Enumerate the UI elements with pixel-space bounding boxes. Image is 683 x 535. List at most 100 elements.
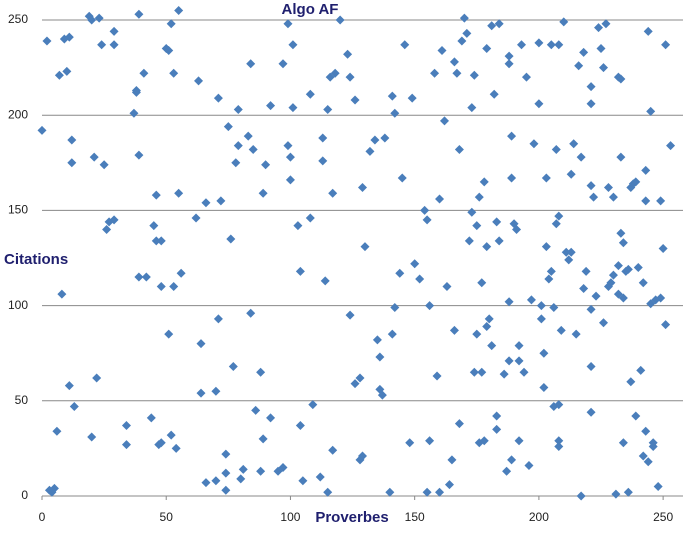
point: [57, 289, 67, 299]
point: [64, 381, 74, 391]
point: [437, 45, 447, 55]
point: [432, 371, 442, 381]
point: [507, 455, 517, 465]
point: [89, 152, 99, 162]
point: [87, 15, 97, 25]
point: [407, 93, 417, 103]
point: [278, 59, 288, 69]
point: [380, 133, 390, 143]
point: [196, 388, 206, 398]
point: [221, 485, 231, 495]
point: [415, 274, 425, 284]
point: [539, 382, 549, 392]
point: [228, 362, 238, 372]
point: [586, 362, 596, 372]
point: [556, 325, 566, 335]
point: [233, 141, 243, 151]
point: [387, 91, 397, 101]
point: [549, 303, 559, 313]
y-axis-label: Citations: [4, 251, 68, 268]
point: [355, 373, 365, 383]
point: [328, 445, 338, 455]
point: [139, 68, 149, 78]
point: [211, 386, 221, 396]
point: [121, 421, 131, 431]
point: [330, 68, 340, 78]
point: [221, 449, 231, 459]
point: [598, 318, 608, 328]
chart-title: Algo AF: [282, 1, 339, 18]
point: [554, 441, 564, 451]
point: [641, 426, 651, 436]
point: [574, 61, 584, 71]
point: [472, 221, 482, 231]
point: [586, 181, 596, 191]
point: [94, 13, 104, 23]
point: [422, 487, 432, 497]
point: [231, 158, 241, 168]
point: [151, 236, 161, 246]
point: [211, 476, 221, 486]
point: [285, 152, 295, 162]
point: [586, 82, 596, 92]
point: [194, 76, 204, 86]
point: [507, 131, 517, 141]
point: [350, 379, 360, 389]
point: [191, 213, 201, 223]
point: [482, 44, 492, 54]
point: [385, 487, 395, 497]
point: [295, 421, 305, 431]
point: [529, 139, 539, 149]
point: [452, 68, 462, 78]
point: [141, 272, 151, 282]
point: [601, 19, 611, 29]
point: [469, 367, 479, 377]
point: [109, 40, 119, 50]
point: [350, 95, 360, 105]
point: [546, 266, 556, 276]
point: [216, 196, 226, 206]
point: [449, 325, 459, 335]
point: [358, 451, 367, 461]
point: [149, 221, 159, 231]
point: [315, 472, 325, 482]
point: [62, 66, 72, 76]
point: [221, 468, 231, 478]
point: [514, 436, 524, 446]
point: [213, 314, 223, 324]
point: [134, 272, 144, 282]
x-tick-label: 0: [39, 510, 46, 524]
point: [69, 402, 79, 412]
point: [156, 438, 166, 448]
point: [487, 21, 497, 31]
point: [504, 59, 514, 69]
point: [213, 93, 223, 103]
point: [92, 373, 102, 383]
point: [482, 322, 492, 332]
point: [606, 278, 616, 288]
point: [524, 461, 534, 471]
point: [395, 268, 405, 278]
point: [539, 348, 549, 358]
point: [360, 242, 370, 252]
point: [345, 72, 355, 82]
point: [258, 434, 268, 444]
point: [439, 116, 449, 126]
point: [661, 320, 671, 330]
point: [576, 152, 586, 162]
point: [449, 57, 459, 67]
point: [656, 293, 666, 303]
point: [174, 5, 184, 15]
point: [504, 297, 514, 307]
point: [477, 278, 487, 288]
point: [176, 268, 186, 278]
point: [594, 23, 604, 33]
point: [554, 40, 564, 50]
point: [99, 160, 109, 170]
point: [472, 329, 482, 339]
point: [638, 451, 648, 461]
point: [318, 133, 328, 143]
point: [454, 144, 464, 154]
point: [246, 308, 256, 318]
